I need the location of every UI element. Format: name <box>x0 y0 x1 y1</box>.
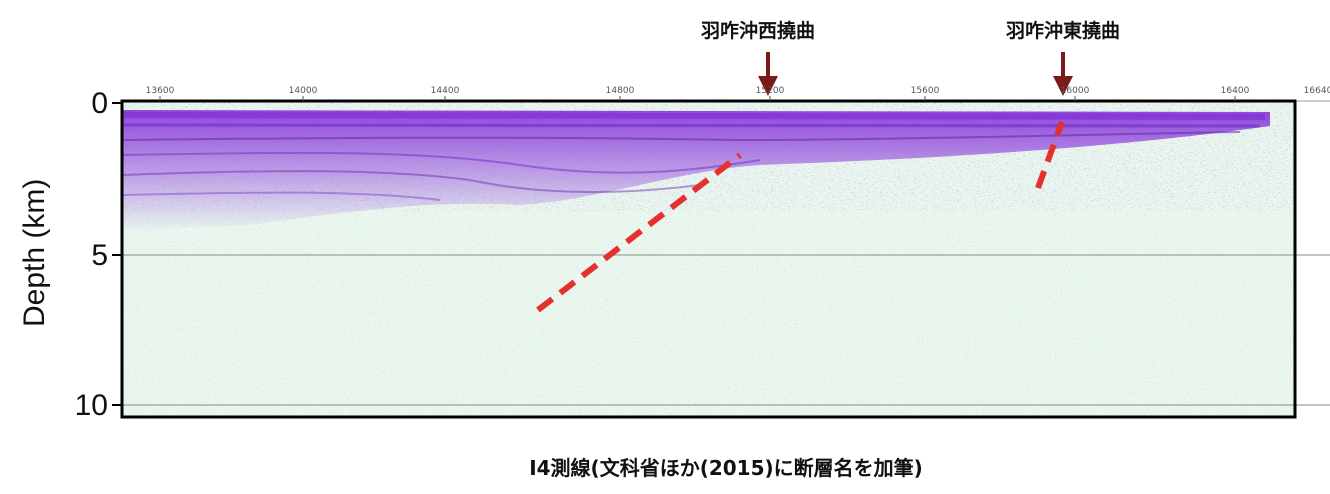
distance-tick-label: 13600 <box>145 86 175 96</box>
figure-caption: I4測線(文科省ほか(2015)に断層名を加筆) <box>529 456 923 480</box>
depth-tick-label: 0 <box>91 87 108 120</box>
distance-tick-label: 14400 <box>430 86 460 96</box>
distance-tick-label: 15600 <box>910 86 940 96</box>
distance-tick-label: 14800 <box>605 86 635 96</box>
fault-arrow-west <box>758 52 778 96</box>
depth-axis-title: Depth (km) <box>18 178 51 327</box>
distance-tick-label: 16640 <box>1303 86 1330 96</box>
fault-arrow-east <box>1053 52 1073 96</box>
depth-tick-label: 5 <box>91 239 108 272</box>
distance-tick-label: 14000 <box>288 86 318 96</box>
distance-tick-label: 16000 <box>1060 86 1090 96</box>
distance-tick-label: 15200 <box>755 86 785 96</box>
distance-tick-label: 16400 <box>1220 86 1250 96</box>
fault-label-east: 羽咋沖東撓曲 <box>1005 20 1121 42</box>
fault-label-west: 羽咋沖西撓曲 <box>700 20 816 42</box>
depth-tick-label: 10 <box>74 389 108 422</box>
